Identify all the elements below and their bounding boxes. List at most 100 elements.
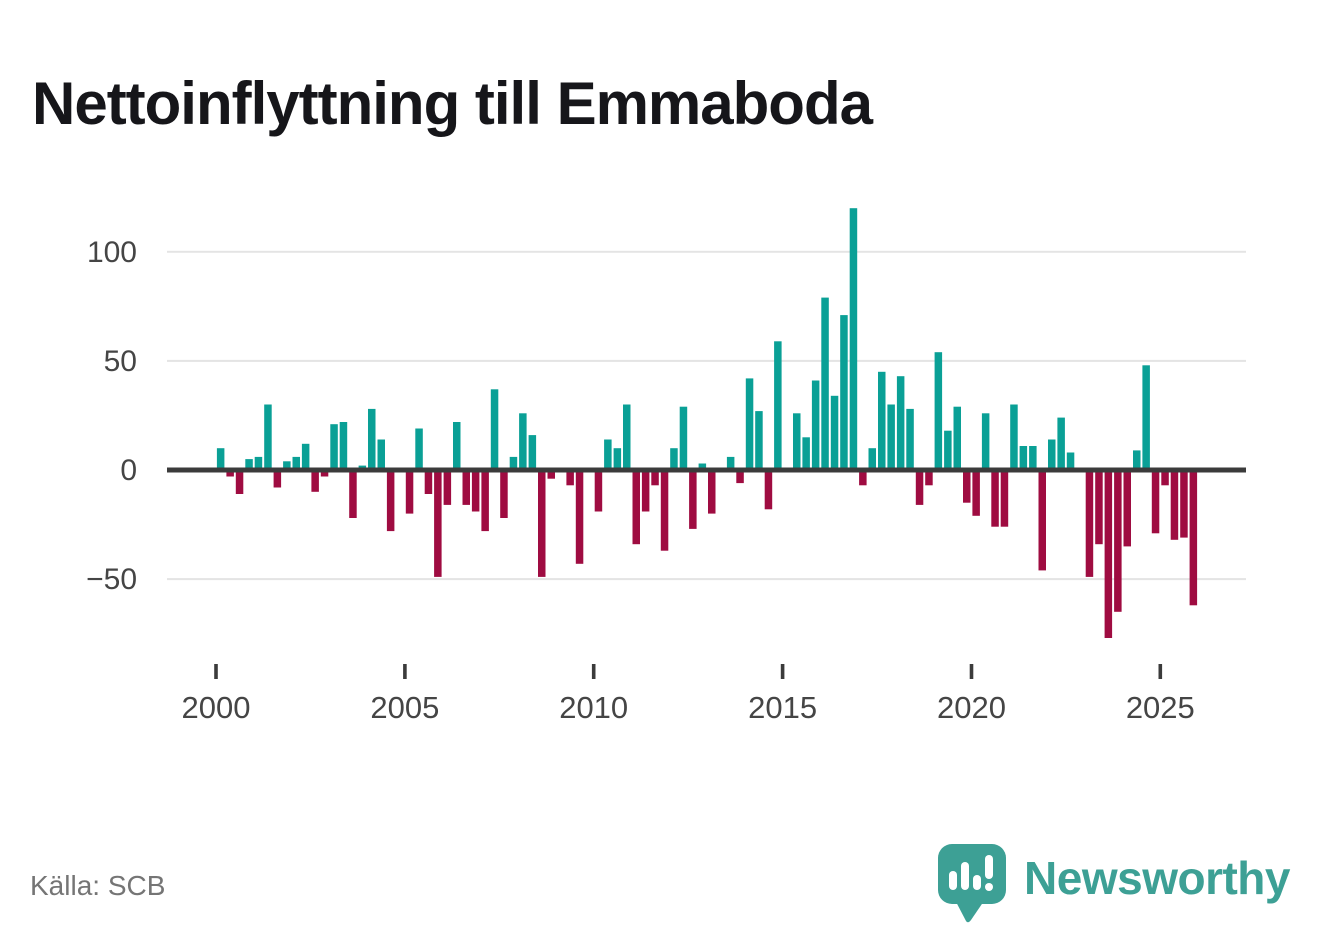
bar-2003-q1 (330, 424, 338, 470)
bar-2019-q3 (953, 406, 961, 470)
bar-2008-q1 (519, 413, 527, 470)
bar-2002-q2 (301, 443, 310, 470)
y-axis-label-0: 0 (120, 454, 137, 487)
x-axis-tick-2010 (591, 664, 596, 679)
bar-2006-q1 (443, 470, 452, 505)
bar-2008-q2 (528, 435, 537, 470)
bar-2005-q2 (415, 428, 423, 470)
bar-2013-q4 (736, 470, 744, 484)
bar-2009-q2 (566, 470, 574, 486)
gridline-100 (167, 250, 1246, 253)
bar-2017-q2 (868, 448, 876, 470)
bar-2005-q1 (405, 470, 414, 514)
bar-2007-q2 (490, 389, 499, 470)
bar-2024-q4 (1151, 470, 1160, 534)
bar-2022-q1 (1048, 439, 1056, 470)
bar-2003-q3 (349, 470, 357, 518)
bar-2011-q4 (660, 470, 669, 551)
bar-2010-q2 (604, 439, 612, 470)
bar-2025-q2 (1170, 470, 1179, 540)
y-axis-label-50: 50 (104, 345, 137, 378)
bar-2004-q3 (386, 470, 395, 532)
bar-2013-q3 (726, 456, 735, 470)
bar-2014-q1 (745, 378, 754, 470)
bar-2001-q1 (254, 456, 263, 470)
bar-2015-q2 (793, 413, 801, 470)
bar-2023-q4 (1114, 470, 1122, 612)
newsworthy-wordmark: Newsworthy (1024, 852, 1290, 904)
bar-2010-q4 (623, 404, 631, 470)
bar-2000-q2 (226, 470, 234, 477)
gridline--50 (167, 578, 1246, 581)
x-axis-label-2010: 2010 (559, 690, 628, 725)
bar-2008-q3 (538, 470, 546, 577)
bar-2000-q4 (245, 459, 253, 470)
x-axis-label-2020: 2020 (937, 690, 1006, 725)
bar-2016-q4 (849, 208, 858, 470)
chart-title: Nettoinflyttning till Emmaboda (32, 70, 873, 138)
bar-2016-q2 (830, 395, 839, 470)
y-axis-label--50: −50 (86, 563, 137, 596)
bar-2023-q3 (1104, 470, 1113, 638)
bar-2024-q3 (1142, 365, 1150, 470)
bar-2022-q3 (1066, 452, 1075, 470)
x-axis-tick-2000 (214, 664, 218, 679)
bar-2024-q1 (1123, 470, 1131, 547)
bar-2021-q3 (1029, 446, 1037, 470)
bar-2025-q1 (1161, 470, 1169, 486)
bar-2012-q1 (670, 448, 678, 470)
bar-2018-q3 (915, 470, 924, 505)
bar-2004-q1 (368, 408, 376, 470)
bar-2018-q1 (896, 376, 905, 470)
x-axis-tick-2020 (969, 664, 974, 679)
bar-2024-q2 (1133, 450, 1141, 470)
bar-2007-q3 (500, 470, 508, 518)
bar-2005-q4 (434, 470, 442, 577)
bar-2011-q2 (641, 470, 650, 512)
x-axis-label-2000: 2000 (182, 690, 251, 725)
bar-2016-q1 (821, 297, 829, 470)
bar-2012-q3 (689, 470, 697, 529)
bar-2019-q2 (944, 430, 952, 470)
x-axis-label-2025: 2025 (1126, 690, 1195, 725)
bar-2016-q3 (840, 315, 848, 470)
bar-2019-q4 (963, 470, 971, 503)
bar-2006-q3 (462, 470, 470, 505)
bar-2018-q4 (925, 470, 933, 486)
x-axis-tick-2015 (780, 664, 785, 679)
bar-2020-q2 (981, 413, 990, 470)
bar-2001-q4 (283, 461, 291, 470)
bar-2011-q3 (651, 470, 659, 486)
bar-2013-q1 (708, 470, 716, 514)
bar-2005-q3 (424, 470, 433, 494)
bar-2017-q4 (887, 404, 895, 470)
newsworthy-speech-bubble-chart-icon (936, 842, 1008, 929)
bar-2007-q4 (509, 456, 518, 470)
bar-2020-q3 (991, 470, 999, 527)
bar-2019-q1 (934, 352, 943, 470)
bar-2006-q4 (471, 470, 480, 512)
bar-2023-q1 (1085, 470, 1094, 577)
bar-2002-q4 (320, 470, 329, 477)
x-axis-label-2015: 2015 (748, 690, 817, 725)
bar-2023-q2 (1095, 470, 1103, 545)
bar-2020-q4 (1000, 470, 1009, 527)
bar-2003-q2 (339, 422, 348, 470)
bar-2001-q2 (264, 404, 272, 470)
bar-2017-q1 (859, 470, 867, 486)
newsworthy-branding: Newsworthy (936, 842, 1290, 929)
bar-2021-q4 (1038, 470, 1046, 571)
bar-2002-q3 (311, 470, 319, 492)
bar-2014-q3 (764, 470, 773, 510)
bar-2017-q3 (878, 371, 886, 470)
bar-2015-q3 (802, 437, 810, 470)
bar-2000-q3 (235, 470, 244, 494)
bar-2021-q1 (1010, 404, 1018, 470)
bar-2021-q2 (1019, 446, 1028, 470)
bar-2025-q4 (1189, 470, 1198, 606)
bar-2010-q1 (594, 470, 603, 512)
bar-2004-q2 (377, 439, 385, 470)
bar-2006-q2 (453, 422, 461, 470)
